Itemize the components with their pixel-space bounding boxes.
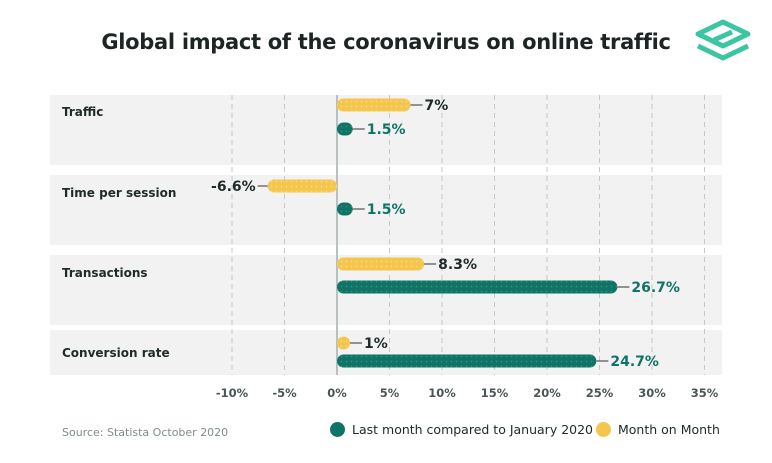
source-note: Source: Statista October 2020 [62, 426, 229, 439]
x-tick-label: 5% [380, 386, 400, 400]
last-month-bar [337, 354, 597, 368]
data-label: -6.6% [211, 179, 256, 195]
row-band [50, 175, 722, 245]
statista-logo-icon [695, 19, 751, 61]
month-on-month-bar [337, 336, 350, 350]
x-tick-label: 30% [638, 386, 666, 400]
x-tick-label: -5% [272, 386, 297, 400]
data-label: 1.5% [367, 122, 406, 138]
data-label: 26.7% [631, 280, 680, 296]
x-tick-label: 15% [481, 386, 509, 400]
x-tick-label: 20% [533, 386, 561, 400]
chart-title: Global impact of the coronavirus on onli… [101, 30, 671, 54]
category-label: Traffic [62, 105, 103, 119]
x-tick-label: 10% [428, 386, 456, 400]
x-tick-label: -10% [216, 386, 249, 400]
x-tick-label: 25% [586, 386, 614, 400]
data-label: 7% [425, 98, 449, 114]
month-on-month-bar [337, 257, 425, 271]
last-month-bar [337, 122, 353, 136]
legend-last-month-label: Last month compared to January 2020 [352, 422, 594, 437]
legend-month-on-month-label: Month on Month [618, 422, 720, 437]
legend-month-on-month: Month on Month [596, 422, 720, 437]
x-tick-label: 0% [327, 386, 347, 400]
data-label: 24.7% [610, 354, 659, 370]
last-month-bar [337, 280, 618, 294]
category-label: Conversion rate [62, 346, 170, 360]
legend-last-month: Last month compared to January 2020 [330, 422, 593, 437]
data-label: 1.5% [367, 202, 406, 218]
data-label: 1% [364, 336, 388, 352]
x-tick-label: 35% [691, 386, 719, 400]
legend-green-dot-icon [330, 422, 345, 437]
data-label: 8.3% [438, 257, 477, 273]
category-label: Time per session [62, 186, 176, 200]
legend-yellow-dot-icon [596, 422, 611, 437]
month-on-month-bar [267, 179, 337, 193]
category-label: Transactions [62, 266, 148, 280]
month-on-month-bar [337, 98, 411, 112]
last-month-bar [337, 202, 353, 216]
